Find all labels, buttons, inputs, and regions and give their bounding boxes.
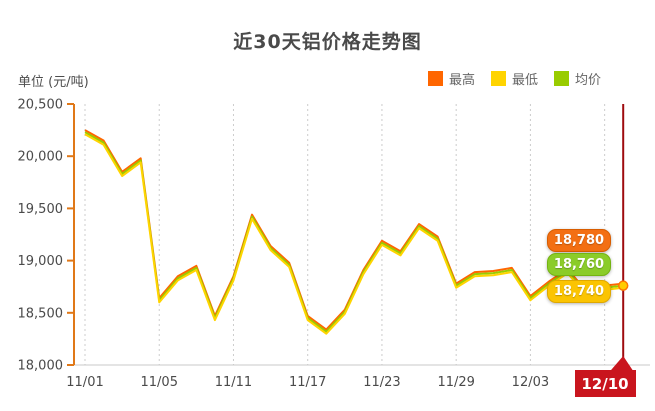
latest-avg-price-badge: 18,760 (547, 253, 611, 276)
x-tick-label: 11/11 (215, 375, 252, 390)
avg-series-swatch-icon (554, 71, 570, 86)
x-tick-label: 12/03 (512, 375, 549, 390)
series-line-low (84, 133, 624, 335)
y-tick-label: 20,000 (18, 150, 64, 165)
high-series-swatch-icon (428, 71, 443, 86)
unit-label: 单位 (元/吨) (18, 75, 89, 90)
x-tick-label: 11/23 (363, 375, 400, 390)
x-tick-label: 11/05 (141, 375, 178, 390)
x-tick-label: 11/01 (66, 375, 103, 390)
legend-label-avg: 均价 (575, 73, 602, 88)
legend-item-avg: 均价 (554, 69, 601, 88)
series-line-high (84, 129, 624, 331)
low-series-swatch-icon (491, 71, 507, 86)
legend-label-low: 最低 (512, 73, 539, 88)
current-date-pointer-icon (610, 356, 634, 371)
y-tick-label: 20,500 (18, 98, 64, 113)
latest-low-price-badge: 18,740 (547, 280, 611, 303)
y-tick-label: 19,000 (18, 254, 64, 269)
latest-point-marker-icon (617, 280, 629, 291)
current-date-label: 12/10 (581, 375, 628, 393)
y-tick-label: 18,000 (18, 359, 64, 374)
legend-label-high: 最高 (449, 73, 476, 88)
current-date-box (575, 370, 636, 397)
chart-legend: 最高 最低 均价 (428, 69, 601, 88)
latest-high-price-badge: 18,780 (547, 229, 611, 252)
series-line-avg (84, 131, 624, 333)
x-tick-label: 11/29 (437, 375, 474, 390)
y-tick-label: 18,500 (18, 306, 64, 321)
legend-item-low: 最低 (491, 69, 538, 88)
x-tick-label: 11/17 (289, 375, 326, 390)
y-tick-label: 19,500 (18, 202, 64, 217)
legend-item-high: 最高 (428, 69, 475, 88)
page-title: 近30天铝价格走势图 (233, 31, 422, 53)
